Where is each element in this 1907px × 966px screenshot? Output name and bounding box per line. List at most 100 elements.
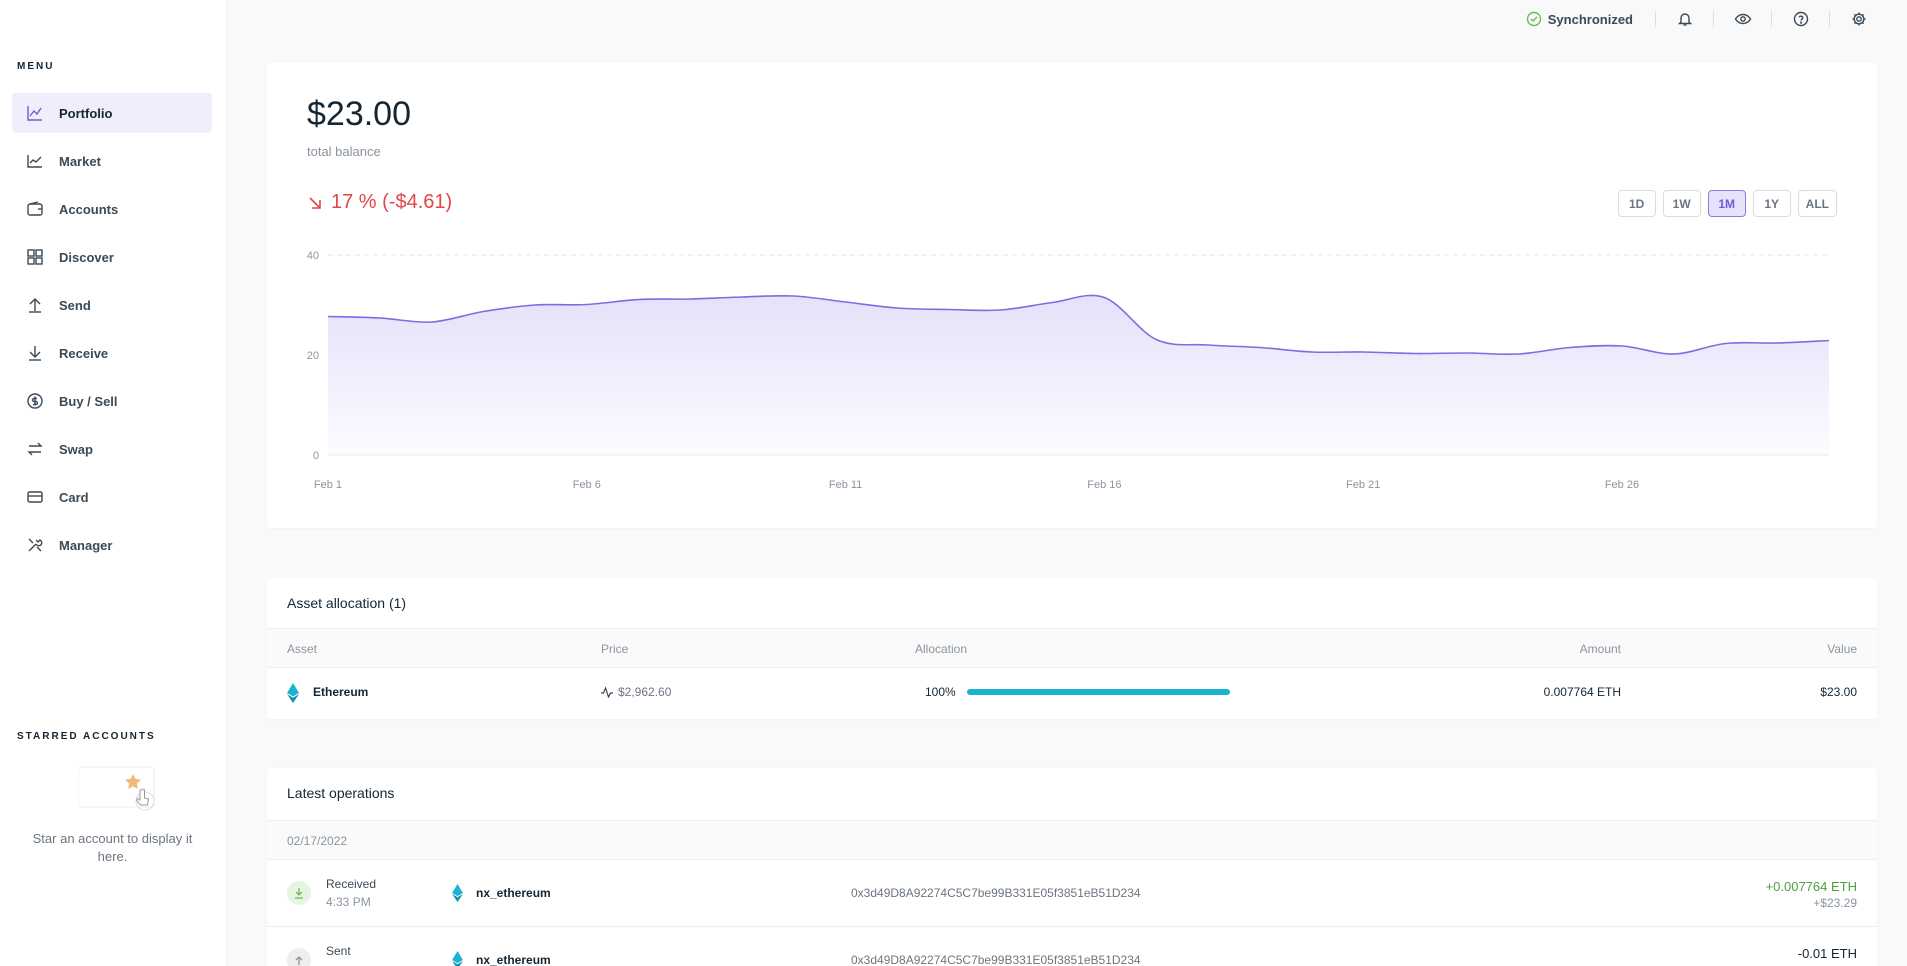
- sidebar-item-discover[interactable]: Discover: [12, 237, 212, 277]
- sidebar-item-label: Discover: [59, 249, 114, 265]
- x-tick-label: Feb 11: [829, 479, 862, 491]
- operation-amount: +0.007764 ETH: [1765, 879, 1857, 894]
- divider: [1771, 11, 1772, 27]
- operation-row[interactable]: Sent nx_ethereum 0x3d49D8A92274C5C7be99B…: [267, 927, 1877, 966]
- sidebar-item-label: Market: [59, 153, 101, 169]
- sidebar-item-accounts[interactable]: Accounts: [12, 189, 212, 229]
- sidebar-nav: Portfolio Market Accounts Discover Send …: [12, 93, 212, 573]
- operations-date: 02/17/2022: [287, 834, 348, 848]
- allocation-table-header: Asset Price Allocation Amount Value: [267, 628, 1877, 668]
- operation-type: Sent: [326, 944, 351, 958]
- y-tick-label: 20: [307, 350, 319, 362]
- sidebar-item-label: Accounts: [59, 201, 119, 217]
- range-button-1y[interactable]: 1Y: [1752, 190, 1791, 217]
- arrow-down-right-icon: [309, 196, 321, 209]
- balance-change-value: 17 % (-$4.61): [331, 191, 453, 213]
- market-icon: [26, 152, 44, 170]
- latest-operations-panel: Latest operations 02/17/2022 Received 4:…: [267, 768, 1877, 966]
- top-bar: Synchronized: [1526, 0, 1907, 38]
- price-trend-icon: [601, 685, 613, 703]
- sidebar-item-receive[interactable]: Receive: [12, 333, 212, 373]
- pointer-hand-icon: [135, 788, 150, 806]
- ethereum-icon: [452, 884, 463, 907]
- sidebar-item-manager[interactable]: Manager: [12, 525, 212, 565]
- allocation-percent: 100%: [925, 685, 956, 699]
- help-button[interactable]: [1772, 0, 1829, 38]
- operation-address: 0x3d49D8A92274C5C7be99B331E05f3851eB51D2…: [851, 886, 1141, 900]
- column-header-asset: Asset: [287, 642, 318, 656]
- range-button-1d[interactable]: 1D: [1617, 190, 1656, 217]
- range-button-all[interactable]: ALL: [1797, 190, 1837, 217]
- latest-operations-title: Latest operations: [287, 785, 395, 801]
- starred-placeholder-illustration: [77, 765, 156, 817]
- total-balance-value: $23.00: [307, 95, 411, 133]
- receive-arrow-icon: [287, 881, 311, 905]
- starred-empty-message: Star an account to display it here.: [32, 831, 193, 864]
- discreet-mode-button[interactable]: [1714, 0, 1771, 38]
- balance-change: 17 % (-$4.61): [307, 191, 452, 214]
- total-balance-label: total balance: [307, 144, 381, 159]
- chart-line: [327, 294, 1830, 356]
- bell-icon: [1677, 13, 1692, 26]
- chart-area: [328, 295, 1829, 455]
- arrow-up-icon: [26, 296, 44, 314]
- operation-account: nx_ethereum: [476, 886, 551, 900]
- column-header-amount: Amount: [1579, 642, 1621, 656]
- operations-date-header: 02/17/2022: [267, 820, 1877, 860]
- sidebar-item-card[interactable]: Card: [12, 477, 212, 517]
- swap-icon: [26, 440, 44, 458]
- starred-accounts-title: STARRED ACCOUNTS: [17, 731, 156, 742]
- operation-time: 4:33 PM: [326, 895, 371, 909]
- asset-allocation-title: Asset allocation (1): [287, 595, 407, 611]
- settings-button[interactable]: [1830, 0, 1887, 38]
- sidebar-item-portfolio[interactable]: Portfolio: [12, 93, 212, 133]
- sidebar-item-label: Receive: [59, 345, 109, 361]
- asset-value: $23.00: [1820, 685, 1857, 699]
- asset-name: Ethereum: [313, 685, 369, 699]
- check-circle-icon: [1526, 11, 1541, 27]
- asset-price: $2,962.60: [618, 685, 672, 699]
- tools-icon: [26, 536, 44, 554]
- sidebar: MENU Portfolio Market Accounts Discover …: [0, 0, 227, 966]
- operation-type: Received: [326, 877, 377, 891]
- sidebar-item-label: Card: [59, 489, 89, 505]
- notifications-button[interactable]: [1656, 0, 1713, 38]
- operation-fiat-value: +$23.29: [1813, 896, 1857, 910]
- chart-line-icon: [26, 104, 44, 122]
- column-header-allocation: Allocation: [915, 642, 968, 656]
- x-tick-label: Feb 26: [1605, 479, 1639, 491]
- balance-chart[interactable]: 0 20 40 Feb 1 Feb 6 Feb 11 Feb 16 Feb 21 Feb 26: [267, 63, 1877, 528]
- table-row[interactable]: Ethereum $2,962.60 100% 0.007764 ETH $23…: [267, 668, 1877, 719]
- sidebar-item-market[interactable]: Market: [12, 141, 212, 181]
- divider: [1713, 11, 1714, 27]
- sync-status-label: Synchronized: [1547, 11, 1633, 27]
- operation-row[interactable]: Received 4:33 PM nx_ethereum 0x3d49D8A92…: [267, 860, 1877, 927]
- operation-account: nx_ethereum: [476, 953, 551, 966]
- y-tick-label: 40: [307, 250, 319, 262]
- send-arrow-icon: [287, 948, 311, 966]
- card-icon: [26, 488, 44, 506]
- sidebar-item-send[interactable]: Send: [12, 285, 212, 325]
- column-header-price: Price: [601, 642, 629, 656]
- balance-panel: $23.00 total balance 17 % (-$4.61) 1D 1W…: [267, 63, 1877, 528]
- allocation-bar: [967, 689, 1230, 695]
- x-tick-label: Feb 16: [1087, 479, 1121, 491]
- sidebar-item-swap[interactable]: Swap: [12, 429, 212, 469]
- y-tick-label: 0: [313, 450, 319, 462]
- menu-title: MENU: [17, 61, 55, 72]
- operation-address: 0x3d49D8A92274C5C7be99B331E05f3851eB51D2…: [851, 953, 1141, 966]
- ethereum-icon: [287, 683, 299, 708]
- wallet-icon: [26, 200, 44, 218]
- sidebar-item-buy-sell[interactable]: Buy / Sell: [12, 381, 212, 421]
- ethereum-icon: [452, 951, 463, 966]
- operation-amount: -0.01 ETH: [1797, 946, 1857, 961]
- sidebar-item-label: Buy / Sell: [59, 393, 118, 409]
- arrow-down-icon: [26, 344, 44, 362]
- x-tick-label: Feb 6: [573, 479, 601, 491]
- divider: [1655, 11, 1656, 27]
- range-button-1w[interactable]: 1W: [1662, 190, 1701, 217]
- sidebar-item-label: Swap: [59, 441, 93, 457]
- sync-status[interactable]: Synchronized: [1526, 11, 1633, 27]
- dollar-icon: [26, 392, 44, 410]
- range-button-1m[interactable]: 1M: [1707, 190, 1746, 217]
